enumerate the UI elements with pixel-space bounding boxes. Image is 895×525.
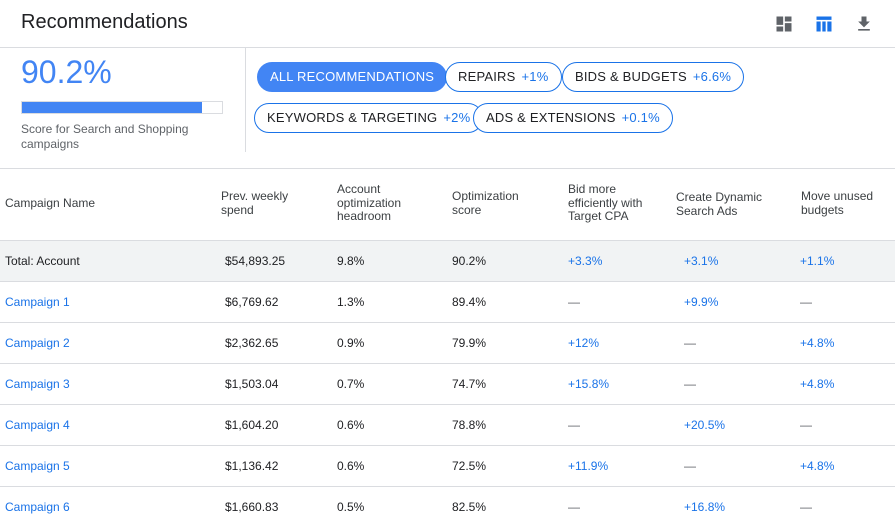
column-header-target-cpa[interactable]: Bid more efficiently with Target CPA [568, 182, 643, 223]
cell-dsa: — [684, 336, 696, 350]
table-view-icon[interactable] [814, 14, 834, 34]
cell-score: 90.2% [452, 254, 487, 268]
score-caption: Score for Search and Shopping campaigns [21, 122, 189, 151]
score-progress-bar [21, 101, 223, 114]
cell-budgets: — [800, 418, 812, 432]
cell-cpa: +3.3% [568, 254, 603, 268]
filter-chip-repairs[interactable]: REPAIRS +1% [445, 62, 562, 92]
cell-spend: $2,362.65 [225, 336, 279, 350]
cell-headroom: 0.7% [337, 377, 365, 391]
cell-dsa: — [684, 459, 696, 473]
chip-label: BIDS & BUDGETS [575, 69, 687, 84]
cell-budgets: +4.8% [800, 377, 835, 391]
cell-headroom: 0.6% [337, 418, 365, 432]
cell-headroom: 0.9% [337, 336, 365, 350]
cell-headroom: 0.5% [337, 500, 365, 514]
table-row: Campaign 3 $1,503.04 0.7% 74.7% +15.8% — +4.8% [0, 363, 895, 404]
cell-score: 74.7% [452, 377, 487, 391]
column-header-move-unused-budgets[interactable]: Move unused budgets [801, 189, 874, 217]
table-row: Campaign 2 $2,362.65 0.9% 79.9% +12% — +4.8% [0, 322, 895, 363]
column-header-prev-weekly-spend[interactable]: Prev. weekly spend [221, 189, 289, 217]
cell-score: 78.8% [452, 418, 487, 432]
campaign-table: Campaign Name Prev. weekly spend Account… [0, 169, 895, 514]
column-header-account-optimization-headroom[interactable]: Account optimization headroom [337, 182, 402, 223]
chip-delta: +1% [521, 69, 549, 84]
download-icon[interactable] [854, 14, 874, 34]
score-panel: 90.2% Score for Search and Shopping camp… [0, 48, 246, 152]
chip-label: ALL RECOMMENDATIONS [270, 69, 435, 84]
campaign-name-cell[interactable]: Campaign 2 [5, 336, 70, 350]
cell-cpa: +12% [568, 336, 600, 350]
table-row: Campaign 5 $1,136.42 0.6% 72.5% +11.9% — +4.8% [0, 445, 895, 486]
cell-spend: $6,769.62 [225, 295, 279, 309]
cell-budgets: — [800, 295, 812, 309]
cell-budgets: +4.8% [800, 336, 835, 350]
cell-cpa: +11.9% [568, 459, 609, 473]
cell-headroom: 0.6% [337, 459, 365, 473]
table-header: Campaign Name Prev. weekly spend Account… [0, 169, 895, 240]
dashboard-icon[interactable] [774, 14, 794, 34]
page-header: Recommendations [0, 0, 895, 48]
cell-spend: $54,893.25 [225, 254, 286, 268]
column-header-optimization-score[interactable]: Optimization score [452, 189, 519, 217]
campaign-name-cell[interactable]: Campaign 6 [5, 500, 70, 514]
cell-headroom: 9.8% [337, 254, 365, 268]
chip-label: KEYWORDS & TARGETING [267, 110, 438, 125]
optimization-score-value: 90.2% [21, 54, 112, 90]
table-row: Campaign 6 $1,660.83 0.5% 82.5% — +16.8% — [0, 486, 895, 525]
cell-score: 72.5% [452, 459, 487, 473]
filter-chip-keywords-targeting[interactable]: KEYWORDS & TARGETING +2% [254, 103, 484, 133]
chip-label: ADS & EXTENSIONS [486, 110, 616, 125]
cell-headroom: 1.3% [337, 295, 365, 309]
table-row: Campaign 1 $6,769.62 1.3% 89.4% — +9.9% — [0, 281, 895, 322]
campaign-name-cell[interactable]: Campaign 3 [5, 377, 70, 391]
campaign-name-cell[interactable]: Campaign 4 [5, 418, 70, 432]
cell-budgets: — [800, 500, 812, 514]
column-header-dynamic-search-ads[interactable]: Create Dynamic Search Ads [676, 190, 763, 218]
cell-spend: $1,136.42 [225, 459, 279, 473]
cell-score: 82.5% [452, 500, 487, 514]
cell-spend: $1,604.20 [225, 418, 279, 432]
cell-spend: $1,503.04 [225, 377, 279, 391]
cell-dsa: +20.5% [684, 418, 726, 432]
chip-delta: +2% [443, 110, 471, 125]
score-progress-fill [22, 102, 203, 113]
cell-cpa: — [568, 295, 580, 309]
divider [0, 168, 895, 169]
cell-dsa: +3.1% [684, 254, 719, 268]
campaign-name-cell: Total: Account [5, 254, 80, 268]
filter-chip-all-recommendations[interactable]: ALL RECOMMENDATIONS [257, 62, 448, 92]
column-header-campaign-name[interactable]: Campaign Name [5, 196, 96, 210]
filter-chip-ads-extensions[interactable]: ADS & EXTENSIONS +0.1% [473, 103, 673, 133]
cell-cpa: — [568, 418, 580, 432]
cell-score: 89.4% [452, 295, 487, 309]
cell-cpa: — [568, 500, 580, 514]
cell-spend: $1,660.83 [225, 500, 279, 514]
chip-delta: +6.6% [692, 69, 732, 84]
cell-dsa: +16.8% [684, 500, 726, 514]
cell-budgets: +4.8% [800, 459, 835, 473]
chip-delta: +0.1% [621, 110, 660, 125]
cell-score: 79.9% [452, 336, 487, 350]
chip-label: REPAIRS [458, 69, 516, 84]
campaign-name-cell[interactable]: Campaign 5 [5, 459, 70, 473]
cell-dsa: — [684, 377, 696, 391]
cell-dsa: +9.9% [684, 295, 719, 309]
filter-chip-bids-budgets[interactable]: BIDS & BUDGETS +6.6% [562, 62, 745, 92]
table-row: Campaign 4 $1,604.20 0.6% 78.8% — +20.5% — [0, 404, 895, 445]
cell-cpa: +15.8% [568, 377, 610, 391]
cell-budgets: +1.1% [800, 254, 835, 268]
campaign-name-cell[interactable]: Campaign 1 [5, 295, 70, 309]
page-title: Recommendations [21, 11, 188, 33]
table-row-total: Total: Account $54,893.25 9.8% 90.2% +3.3% +3… [0, 240, 895, 281]
